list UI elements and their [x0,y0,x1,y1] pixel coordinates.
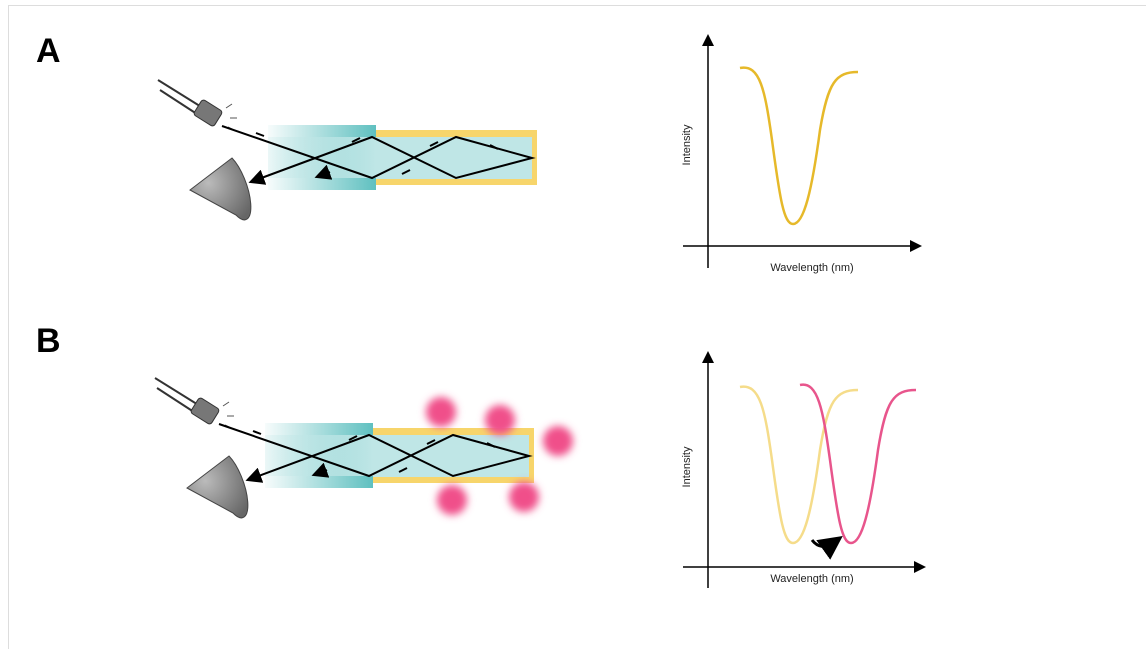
y-axis-label: Intensity [681,446,693,487]
panel-label: A [36,32,61,70]
panel-label: B [36,322,61,360]
fiber-sensor [155,378,534,518]
x-axis-label: Wavelength (nm) [770,573,853,585]
spectrum-plot: Intensity Wavelength (nm) [681,40,916,274]
fiber-sensor [158,80,537,220]
spectrum-plot: Intensity Wavelength (nm) [681,357,920,588]
y-axis-label: Intensity [681,124,693,165]
x-axis-label: Wavelength (nm) [770,262,853,274]
figure: A Intensity Wavelength (nm) B Intensity … [0,0,1146,649]
